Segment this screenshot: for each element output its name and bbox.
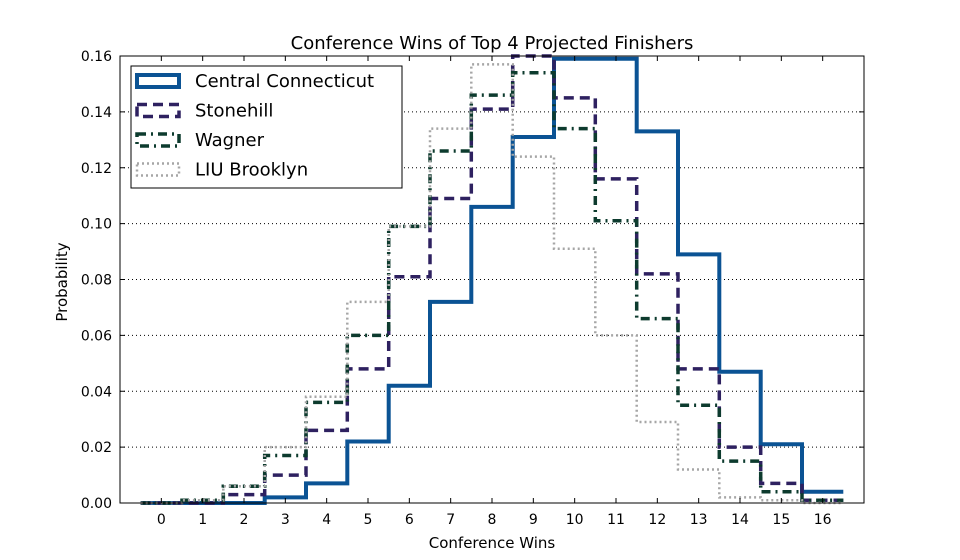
y-tick-label: 0.04 [81, 384, 112, 400]
x-tick-label: 8 [488, 512, 497, 528]
x-tick-label: 16 [814, 512, 832, 528]
x-axis-label: Conference Wins [429, 534, 556, 552]
legend: Central Connecticut Stonehill Wagner LIU Br… [130, 65, 403, 189]
chart-title: Conference Wins of Top 4 Projected Finis… [291, 33, 694, 54]
legend-swatch-liu-brooklyn [135, 162, 181, 177]
x-tick-label: 14 [731, 512, 749, 528]
x-tick-label: 7 [446, 512, 455, 528]
axis-ticks: 0 1 2 3 4 5 6 7 8 9 10 11 12 13 14 15 160.000.020.040.06… [81, 49, 864, 528]
y-tick-label: 0.14 [81, 105, 112, 121]
x-tick-label: 15 [772, 512, 790, 528]
x-tick-label: 6 [405, 512, 414, 528]
legend-label-liu-brooklyn: LIU Brooklyn [195, 160, 308, 181]
x-tick-label: 12 [648, 512, 666, 528]
series-liu-brooklyn [140, 63, 844, 505]
series-central-connecticut [140, 56, 844, 505]
y-tick-label: 0.02 [81, 440, 112, 456]
y-tick-label: 0.00 [81, 496, 112, 512]
y-tick-label: 0.06 [81, 328, 112, 344]
y-tick-label: 0.10 [81, 217, 112, 233]
legend-label-wagner: Wagner [195, 130, 265, 151]
x-tick-label: 9 [529, 512, 538, 528]
legend-swatch-stonehill [135, 102, 181, 119]
legend-swatch-wagner [135, 132, 181, 148]
y-tick-label: 0.08 [81, 273, 112, 289]
x-tick-label: 10 [566, 512, 584, 528]
x-tick-label: 4 [322, 512, 331, 528]
legend-swatch-central-connecticut [135, 73, 181, 89]
x-tick-label: 1 [198, 512, 207, 528]
series-group [140, 54, 844, 505]
x-tick-label: 3 [281, 512, 290, 528]
legend-label-central-connecticut: Central Connecticut [195, 71, 374, 92]
x-tick-label: 2 [240, 512, 249, 528]
series-stonehill [140, 54, 844, 505]
y-axis-label: Probability [53, 242, 71, 321]
x-tick-label: 5 [364, 512, 373, 528]
y-tick-label: 0.16 [81, 49, 112, 65]
x-tick-label: 11 [607, 512, 625, 528]
legend-label-stonehill: Stonehill [195, 101, 273, 122]
series-wagner [140, 71, 844, 505]
y-tick-label: 0.12 [81, 161, 112, 177]
x-tick-label: 0 [157, 512, 166, 528]
x-tick-label: 13 [690, 512, 708, 528]
